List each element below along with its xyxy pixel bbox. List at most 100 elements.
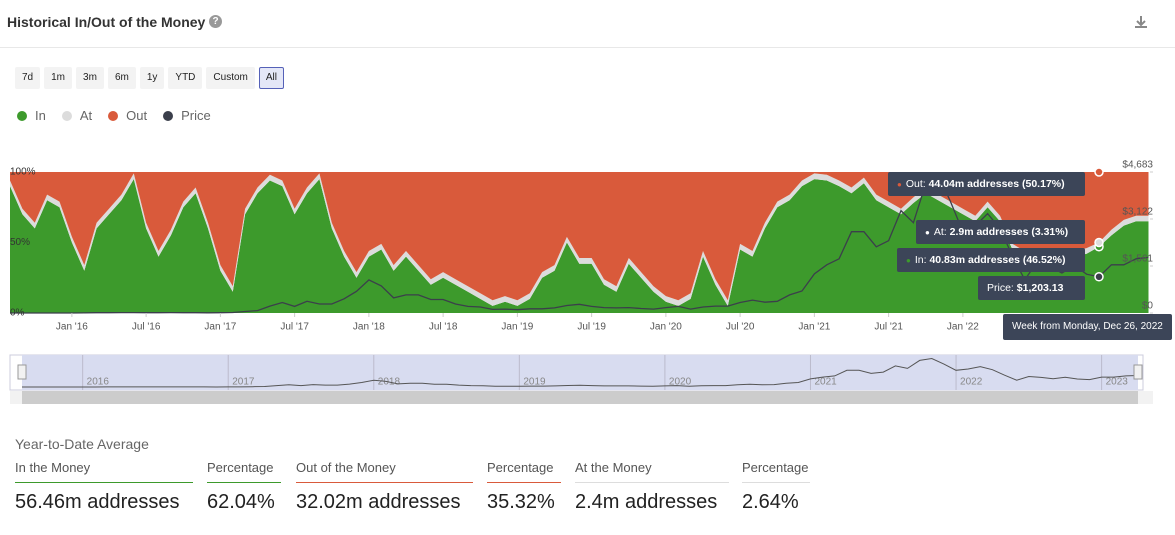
stat-column: Percentage 62.04% [207, 460, 281, 514]
stat-label: At the Money [575, 460, 729, 483]
navigator-tick-label: 2022 [960, 377, 983, 388]
stat-column: Percentage 2.64% [742, 460, 810, 514]
y-tick-label: 50% [10, 237, 30, 248]
legend-item[interactable]: Price [163, 108, 211, 123]
tooltip-value: 40.83m addresses (46.52%) [929, 254, 1066, 266]
tooltip-label: Out: [905, 178, 926, 190]
x-tick-label: Jul '19 [577, 322, 606, 333]
stat-value: 2.4m addresses [575, 491, 718, 513]
legend-dot [163, 110, 174, 121]
legend-dot [17, 110, 27, 121]
legend-label: Out [126, 108, 148, 123]
legend-dot [61, 110, 72, 121]
legend-label: Price [181, 108, 211, 123]
stat-value: 32.02m addresses [296, 491, 461, 513]
tooltip-dot: ● [925, 228, 930, 237]
tooltip-dot: ● [906, 256, 911, 265]
x-tick-label: Jan '18 [353, 322, 385, 333]
y-tick-label: 100% [10, 167, 36, 178]
legend-label: At [79, 108, 93, 123]
tooltip-row: ● At: 2.9m addresses (3.31%) [916, 220, 1085, 244]
stat-value: 62.04% [207, 491, 275, 513]
tooltip-value: $1,203.13 [1016, 282, 1064, 294]
hover-marker [1094, 272, 1104, 282]
range-button[interactable]: YTD [168, 67, 203, 89]
y2-tick-label: $4,683 [1122, 160, 1153, 171]
legend: In At Out Price [17, 108, 211, 123]
tooltip-label: At: [933, 226, 947, 238]
x-tick-label: Jul '17 [280, 322, 309, 333]
tooltip-label: In: [914, 254, 927, 266]
navigator-line [22, 357, 1139, 388]
x-tick-label: Jan '22 [947, 322, 979, 333]
stat-column: In the Money 56.46m addresses [15, 460, 193, 514]
stat-column: Percentage 35.32% [487, 460, 561, 514]
tooltip-label: Price: [987, 282, 1014, 294]
hover-marker [1094, 167, 1104, 177]
range-button[interactable]: 3m [76, 67, 104, 89]
navigator-tick-label: 2021 [814, 377, 837, 388]
area [10, 179, 1149, 313]
navigator-handle[interactable] [1133, 364, 1143, 380]
legend-item[interactable]: In [17, 108, 46, 123]
scrollbar-thumb [22, 391, 1138, 404]
range-button[interactable]: 7d [15, 67, 41, 89]
navigator-tick-label: 2020 [669, 377, 692, 388]
tooltip-row: ● In: 40.83m addresses (46.52%) [897, 248, 1085, 272]
x-tick-label: Jan '21 [798, 322, 830, 333]
stat-label: Percentage [487, 460, 561, 483]
tooltip-row: Price: $1,203.13 [978, 276, 1085, 300]
navigator-tick-label: 2023 [1106, 377, 1129, 388]
navigator-handle[interactable] [17, 364, 27, 380]
stat-column: Out of the Money 32.02m addresses [296, 460, 473, 514]
tooltip-row: ● Out: 44.04m addresses (50.17%) [888, 172, 1085, 196]
title: Historical In/Out of the Money [7, 14, 206, 30]
tooltip-header: Week from Monday, Dec 26, 2022 [1003, 314, 1172, 340]
stat-value: 35.32% [487, 491, 555, 513]
y2-tick-label: $0 [1142, 301, 1154, 312]
range-buttons: 7d 1m 3m 6m 1y YTD Custom All [15, 67, 284, 89]
stats-title: Year-to-Date Average [15, 436, 149, 452]
navigator-tick-label: 2017 [232, 377, 255, 388]
navigator-mask [22, 355, 1138, 390]
range-button[interactable]: All [258, 67, 284, 89]
x-tick-label: Jul '21 [874, 322, 903, 333]
legend-item[interactable]: At [61, 108, 93, 123]
stat-value: 2.64% [742, 491, 799, 513]
download-icon[interactable] [1133, 14, 1149, 30]
range-button[interactable]: 1y [139, 67, 165, 89]
hover-marker [1094, 237, 1104, 248]
stat-label: Percentage [742, 460, 810, 483]
x-tick-label: Jan '16 [56, 322, 88, 333]
y-tick-label: 0% [10, 308, 25, 319]
x-tick-label: Jan '19 [501, 322, 533, 333]
area [10, 172, 1149, 301]
x-tick-label: Jul '20 [726, 322, 755, 333]
range-button[interactable]: Custom [206, 67, 255, 89]
legend-dot [108, 110, 119, 121]
stat-label: Out of the Money [296, 460, 473, 483]
x-tick-label: Jan '17 [204, 322, 236, 333]
y2-tick-label: $1,561 [1122, 254, 1153, 265]
x-tick-label: Jan '20 [650, 322, 682, 333]
legend-label: In [35, 108, 46, 123]
x-tick-label: Jul '18 [429, 322, 458, 333]
tooltip-value: 2.9m addresses (3.31%) [949, 226, 1069, 238]
navigator-tick-label: 2019 [523, 377, 546, 388]
navigator-tick-label: 2016 [87, 377, 110, 388]
stat-column: At the Money 2.4m addresses [575, 460, 729, 514]
range-button[interactable]: 1m [44, 67, 73, 89]
x-tick-label: Jul '16 [132, 322, 161, 333]
range-button[interactable]: 6m [107, 67, 136, 89]
divider [0, 47, 1175, 48]
stat-label: Percentage [207, 460, 281, 483]
stat-value: 56.46m addresses [15, 491, 180, 513]
tooltip-value: 44.04m addresses (50.17%) [928, 178, 1065, 190]
tooltip-dot: ● [897, 180, 902, 189]
legend-item[interactable]: Out [108, 108, 147, 123]
y2-tick-label: $3,122 [1122, 207, 1153, 218]
help-icon[interactable]: ? [209, 15, 222, 28]
stat-label: In the Money [15, 460, 193, 483]
chart: 0% 50% 100% $0 $1,561 $3,122 $4,683 Jan '16 Jul … [9, 160, 1154, 404]
